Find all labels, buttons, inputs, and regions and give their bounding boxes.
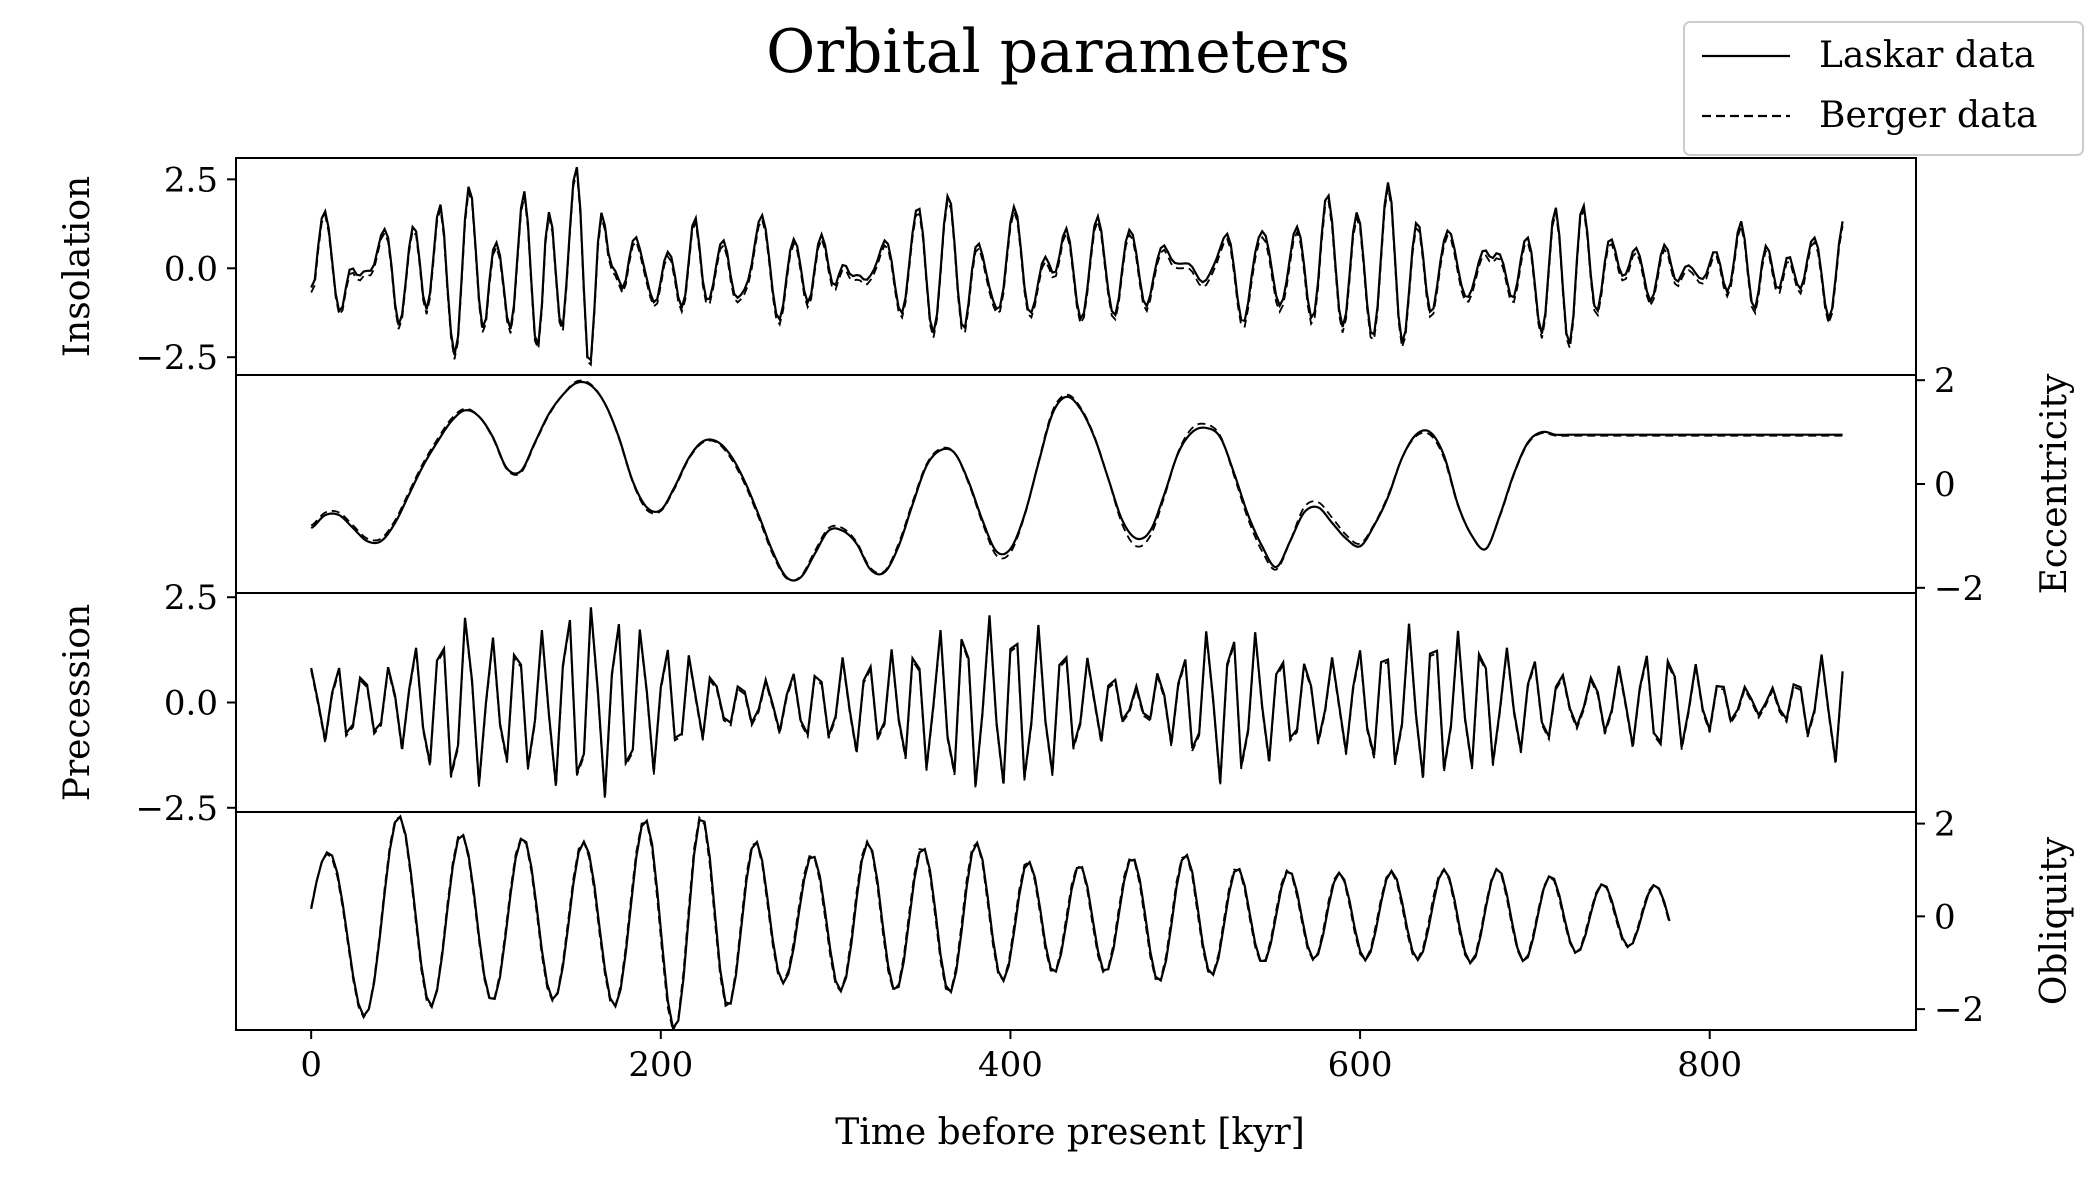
chart-title: Orbital parameters — [766, 17, 1350, 87]
x-tick-label: 400 — [978, 1045, 1043, 1085]
y-axis-label-precession: Precession — [57, 604, 98, 802]
y-tick-label-eccentricity: 0 — [1934, 465, 1956, 505]
panel-precession: −2.5 0.0 2.5 Precession — [57, 578, 1917, 829]
y-tick-label-precession: 2.5 — [164, 578, 218, 618]
x-tick-label: 200 — [628, 1045, 693, 1085]
series-line-insolation-berger — [310, 171, 1844, 367]
x-tick-label: 0 — [300, 1045, 322, 1085]
y-tick-label-eccentricity: −2 — [1934, 569, 1984, 609]
panel-frame-insolation — [235, 157, 1917, 376]
series-line-obliquity-laskar — [310, 814, 1671, 1030]
y-axis-label-insolation: Insolation — [57, 176, 98, 357]
x-tick-label: 600 — [1328, 1045, 1393, 1085]
series-line-precession-berger — [310, 609, 1844, 799]
panel-eccentricity: −2 0 2 Eccentricity — [235, 361, 2075, 609]
legend-label-laskar: Laskar data — [1819, 35, 2035, 76]
y-axis-label-obliquity: Obliquity — [2034, 836, 2075, 1005]
y-tick-label-insolation: 0.0 — [164, 249, 218, 289]
panel-frame-eccentricity — [235, 374, 1917, 594]
y-tick-label-obliquity: 2 — [1934, 805, 1956, 845]
series-line-insolation-laskar — [310, 166, 1844, 363]
y-tick-label-eccentricity: 2 — [1934, 361, 1956, 401]
legend: Laskar data Berger data — [1683, 21, 2084, 156]
panel-frame-obliquity — [235, 811, 1917, 1031]
panel-obliquity: −2 0 2 Obliquity — [235, 805, 2075, 1031]
y-axis-label-eccentricity: Eccentricity — [2034, 373, 2075, 594]
y-tick-label-precession: 0.0 — [164, 684, 218, 724]
y-tick-label-insolation: 2.5 — [164, 160, 218, 200]
series-line-obliquity-berger — [310, 815, 1671, 1030]
x-axis: 0 200 400 600 800 — [300, 1030, 1742, 1085]
x-axis-label: Time before present [kyr] — [835, 1112, 1305, 1153]
legend-label-berger: Berger data — [1819, 95, 2037, 136]
series-line-eccentricity-laskar — [310, 380, 1843, 582]
panels: −2.5 0.0 2.5 Insolation −2 0 2 Eccentricity −2.5… — [57, 157, 2075, 1031]
y-tick-label-precession: −2.5 — [135, 789, 218, 829]
series-line-eccentricity-berger — [310, 379, 1843, 582]
y-tick-label-insolation: −2.5 — [135, 338, 218, 378]
y-tick-label-obliquity: −2 — [1934, 990, 1984, 1030]
panel-insolation: −2.5 0.0 2.5 Insolation — [57, 157, 1917, 378]
y-tick-label-obliquity: 0 — [1934, 897, 1956, 937]
x-tick-label: 800 — [1677, 1045, 1742, 1085]
